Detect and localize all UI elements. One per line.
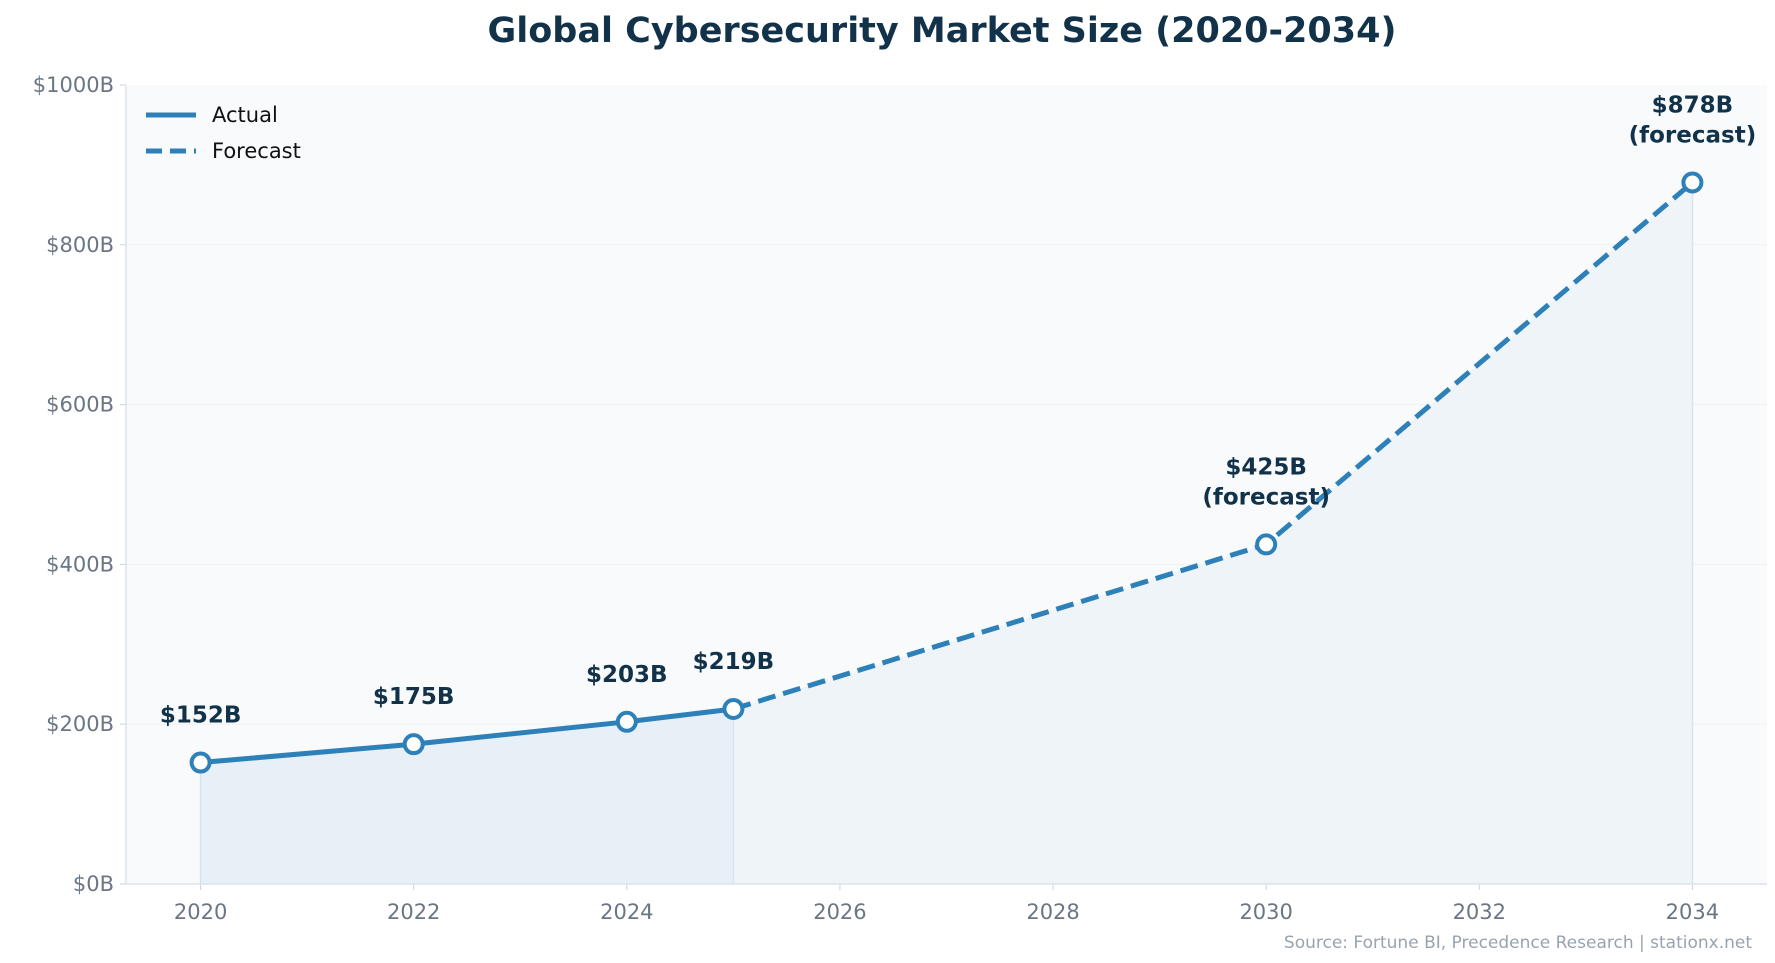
data-point xyxy=(1255,533,1278,556)
data-point xyxy=(402,733,425,756)
data-label: $425B xyxy=(1225,454,1307,480)
x-tick-label: 2022 xyxy=(387,900,440,924)
x-tick-label: 2032 xyxy=(1453,900,1506,924)
x-tick-label: 2028 xyxy=(1026,900,1079,924)
series-line-actual xyxy=(200,706,734,766)
data-point xyxy=(189,751,212,774)
data-label: $878B xyxy=(1652,92,1734,118)
legend-label: Actual xyxy=(212,103,278,127)
data-label: (forecast) xyxy=(1202,484,1330,510)
data-label: $219B xyxy=(693,649,775,675)
y-tick-label: $600B xyxy=(46,393,114,417)
y-tick-label: $1000B xyxy=(33,73,114,97)
chart-title: Global Cybersecurity Market Size (2020-2… xyxy=(488,11,1397,51)
x-tick-label: 2030 xyxy=(1239,900,1292,924)
x-tick-label: 2024 xyxy=(600,900,653,924)
data-point xyxy=(1681,171,1704,194)
y-tick-label: $0B xyxy=(73,872,114,896)
data-label: $152B xyxy=(160,703,242,729)
y-tick-label: $800B xyxy=(46,233,114,257)
data-point xyxy=(615,710,638,733)
y-tick-label: $200B xyxy=(46,712,114,736)
legend-label: Forecast xyxy=(212,139,301,163)
legend: Actual Forecast xyxy=(146,103,301,163)
x-tick-label: 2026 xyxy=(813,900,866,924)
source-note: Source: Fortune BI, Precedence Research … xyxy=(1284,933,1752,953)
x-tick-label: 2020 xyxy=(174,900,227,924)
y-tick-label: $400B xyxy=(46,552,114,576)
data-label: (forecast) xyxy=(1629,122,1757,148)
data-label: $203B xyxy=(586,662,668,688)
data-point xyxy=(722,698,745,721)
data-label: $175B xyxy=(373,684,455,710)
area-fill-forecast xyxy=(733,182,1693,884)
x-tick-label: 2034 xyxy=(1666,900,1719,924)
